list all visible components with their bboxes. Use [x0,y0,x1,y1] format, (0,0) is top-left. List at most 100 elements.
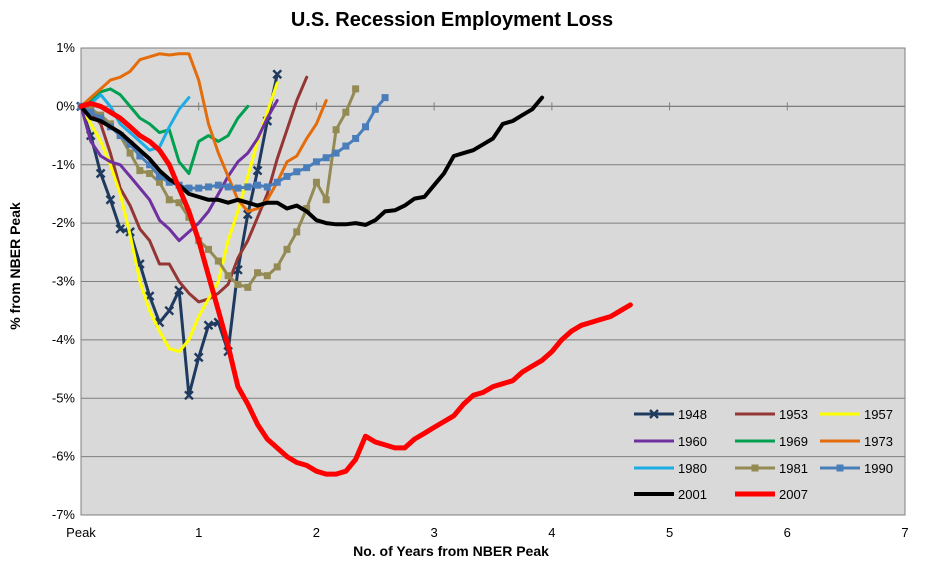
series-1990 [77,94,389,192]
x-tick-label: 2 [313,525,320,540]
data-point-1990 [195,184,203,192]
x-tick-label: Peak [66,525,96,540]
data-point-1981 [303,205,311,213]
data-point-1981 [214,257,222,265]
data-point-1948 [164,305,175,316]
data-point-1990 [273,178,281,186]
data-point-1948 [272,69,283,80]
data-point-1981 [293,228,301,236]
data-point-1981 [273,263,281,271]
legend-marker-1948 [649,409,659,419]
data-point-1981 [244,283,252,291]
data-point-1990 [303,164,311,172]
data-point-1990 [204,183,212,191]
y-tick-label: -5% [52,390,76,405]
data-point-1990 [381,94,389,102]
axes: 1% 0% -1% -2% -3% -4% -5% -6% -7% Peak 1 2 3 4 5 6 7 [52,40,909,540]
series-line-1980 [79,93,191,152]
legend-item-1973: 1973 [820,434,893,449]
data-point-1990 [224,183,232,191]
data-point-1981 [224,272,232,280]
series-1960 [79,99,279,243]
data-point-1990 [312,158,320,166]
data-point-1990 [214,181,222,189]
data-point-1981 [136,167,144,175]
legend-label-1953: 1953 [779,407,808,422]
data-point-1948 [115,224,126,234]
x-tick-label: 6 [784,525,791,540]
data-point-1990 [263,183,271,191]
data-point-1981 [146,170,154,178]
data-point-1990 [283,172,291,180]
legend-marker-1990 [836,464,844,472]
data-point-1981 [352,85,360,93]
legend-item-2007: 2007 [735,487,808,502]
data-point-1948 [174,285,184,296]
legend-item-1990: 1990 [820,461,893,476]
data-point-1948 [95,168,106,179]
legend-label-1957: 1957 [864,407,893,422]
legend-label-2001: 2001 [678,487,707,502]
data-point-1948 [184,390,194,401]
series-1980 [79,93,191,152]
data-point-1981 [234,280,242,288]
data-point-1948 [252,165,263,176]
series-2001 [79,95,545,227]
data-point-1981 [283,245,291,253]
legend-label-1990: 1990 [864,461,893,476]
data-point-1981 [322,196,330,204]
data-point-1990 [87,108,95,116]
series-line-2001 [79,95,545,227]
legend-label-2007: 2007 [779,487,808,502]
data-point-1990 [156,172,164,180]
y-tick-label: 1% [56,40,75,55]
data-point-1990 [146,161,154,169]
data-point-1990 [254,181,262,189]
legend-label-1969: 1969 [779,434,808,449]
legend-item-1960: 1960 [634,434,707,449]
data-point-1981 [263,272,271,280]
data-point-1990 [352,134,360,142]
y-tick-label: -3% [52,274,76,289]
data-point-1990 [136,152,144,160]
x-axis-label: No. of Years from NBER Peak [353,543,549,559]
x-tick-label: 7 [901,525,908,540]
y-tick-label: -7% [52,507,76,522]
data-point-1990 [244,183,252,191]
series-line-2007 [78,101,633,477]
x-tick-label: 4 [548,525,555,540]
data-point-1990 [362,123,370,131]
legend-marker-1981 [751,464,759,472]
legend-item-1980: 1980 [634,461,707,476]
legend-item-2001: 2001 [634,487,707,502]
data-point-1981 [165,196,173,204]
data-point-1990 [97,114,105,122]
legend-item-1969: 1969 [735,434,808,449]
data-point-1981 [204,245,212,253]
y-tick-label: -2% [52,215,76,230]
series-line-1973 [79,52,328,213]
data-point-1948 [105,194,116,205]
series-line-1969 [79,87,250,175]
data-point-1990 [342,142,350,150]
series-line-1960 [79,99,279,243]
legend-label-1948: 1948 [678,407,707,422]
series-1969 [79,87,250,175]
data-point-1990 [371,105,379,113]
data-point-1990 [165,178,173,186]
data-point-1948 [203,320,214,331]
data-point-1981 [332,126,340,134]
y-tick-label: -6% [52,449,76,464]
y-axis-label: % from NBER Peak [7,202,23,330]
legend-item-1981: 1981 [735,461,808,476]
legend-label-1980: 1980 [678,461,707,476]
chart-title: U.S. Recession Employment Loss [291,9,613,31]
data-point-1990 [234,184,242,192]
legend-item-1953: 1953 [735,407,808,422]
series-1973 [79,52,328,213]
y-tick-label: -4% [52,332,76,347]
legend-item-1957: 1957 [820,407,893,422]
legend-item-1948: 1948 [634,407,707,422]
data-point-1990 [293,168,301,176]
y-tick-label: -1% [52,157,76,172]
